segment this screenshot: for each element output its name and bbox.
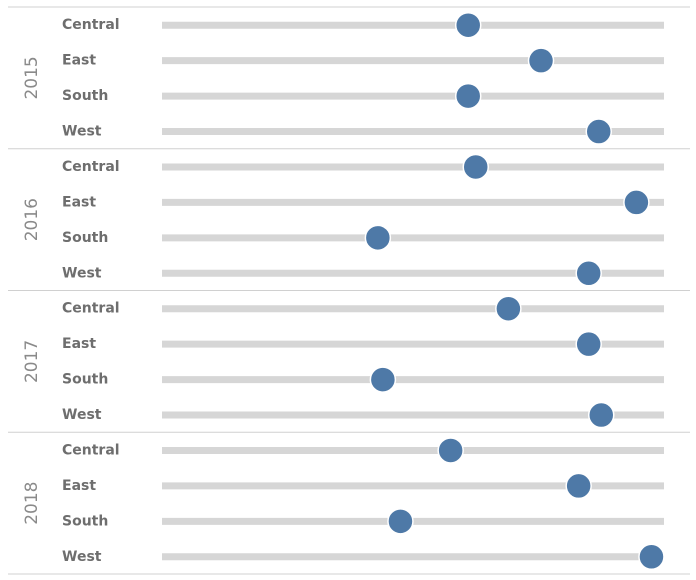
region-label: East (62, 53, 96, 69)
data-point[interactable] (454, 82, 482, 110)
region-label: Central (62, 301, 120, 317)
data-point[interactable] (638, 543, 665, 571)
region-label: West (62, 124, 102, 140)
region-label: East (62, 336, 96, 352)
data-point[interactable] (387, 508, 414, 535)
year-label: 2015 (22, 56, 42, 99)
data-points (364, 11, 665, 571)
data-point[interactable] (437, 437, 464, 464)
region-label: South (62, 513, 108, 529)
data-point[interactable] (585, 118, 612, 145)
region-label: Central (62, 442, 120, 458)
region-label: South (62, 230, 108, 246)
year-label: 2017 (22, 340, 42, 383)
data-point[interactable] (369, 366, 397, 393)
data-point[interactable] (575, 260, 602, 287)
data-point[interactable] (527, 47, 555, 74)
year-label: 2016 (22, 198, 42, 241)
region-label: West (62, 549, 102, 565)
data-point[interactable] (588, 401, 615, 429)
year-label: 2018 (22, 481, 42, 524)
data-point[interactable] (454, 11, 482, 39)
data-point[interactable] (565, 472, 592, 500)
axis-labels: 2015 Central East South West 2016 Central East S… (22, 17, 120, 565)
data-point[interactable] (623, 189, 650, 216)
data-point[interactable] (462, 153, 489, 181)
region-label: East (62, 478, 96, 494)
region-label: West (62, 407, 102, 423)
data-point[interactable] (364, 224, 392, 252)
region-label: East (62, 194, 96, 210)
region-label: South (62, 372, 108, 388)
region-label: Central (62, 17, 120, 33)
region-label: Central (62, 159, 120, 175)
data-point[interactable] (495, 295, 522, 322)
data-point[interactable] (575, 330, 602, 358)
region-label: West (62, 265, 102, 281)
year-separators (8, 6, 690, 575)
region-label: South (62, 88, 108, 104)
